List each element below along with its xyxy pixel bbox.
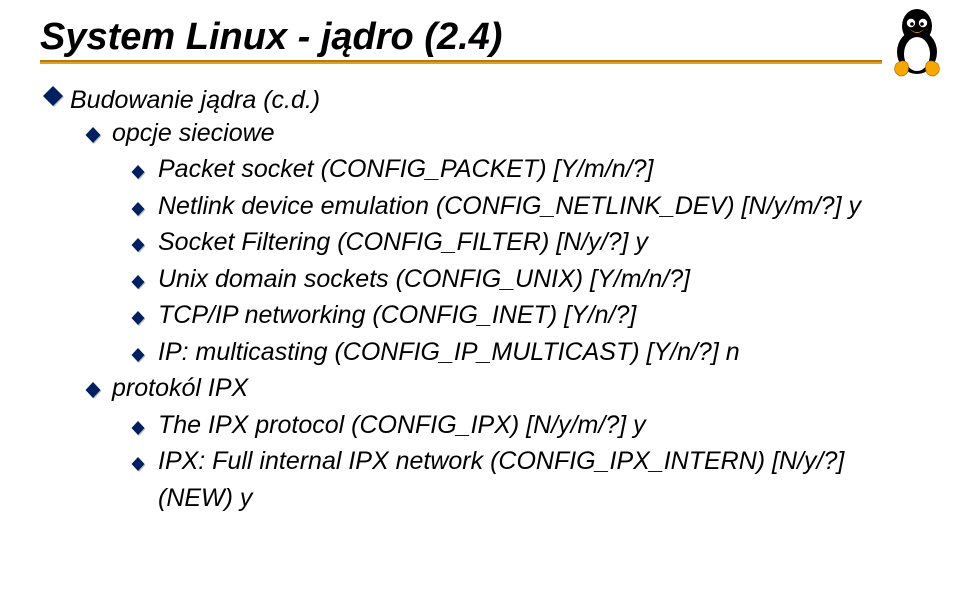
list-item: opcje sieciowe [40, 117, 920, 154]
list-item: Unix domain sockets (CONFIG_UNIX) [Y/m/n… [40, 263, 920, 300]
list-item-label: (NEW) y [158, 482, 920, 515]
diamond-icon [130, 230, 158, 263]
diamond-icon [42, 84, 70, 117]
diamond-icon [130, 413, 158, 446]
list-item-label: opcje sieciowe [112, 117, 920, 150]
list-item-label: IPX: Full internal IPX network (CONFIG_I… [158, 445, 920, 478]
list-item: Packet socket (CONFIG_PACKET) [Y/m/n/?] [40, 153, 920, 190]
list-item: protokól IPX [40, 372, 920, 409]
list-item-label: Budowanie jądra (c.d.) [70, 84, 920, 117]
list-item-label: protokól IPX [112, 372, 920, 405]
diamond-icon [130, 194, 158, 227]
diamond-icon [130, 267, 158, 300]
list-item-label: IP: multicasting (CONFIG_IP_MULTICAST) [… [158, 336, 920, 369]
list-item-label: The IPX protocol (CONFIG_IPX) [N/y/m/?] … [158, 409, 920, 442]
diamond-icon [130, 340, 158, 373]
list-item: The IPX protocol (CONFIG_IPX) [N/y/m/?] … [40, 409, 920, 446]
list-item: Budowanie jądra (c.d.) [40, 84, 920, 117]
list-item: TCP/IP networking (CONFIG_INET) [Y/n/?] [40, 299, 920, 336]
diamond-icon [130, 303, 158, 336]
diamond-icon [84, 376, 112, 409]
list-item-label: Unix domain sockets (CONFIG_UNIX) [Y/m/n… [158, 263, 920, 296]
list-item-label: Netlink device emulation (CONFIG_NETLINK… [158, 190, 920, 223]
list-item: Socket Filtering (CONFIG_FILTER) [N/y/?]… [40, 226, 920, 263]
list-item-continuation: (NEW) y [40, 482, 920, 515]
list-item-label: Packet socket (CONFIG_PACKET) [Y/m/n/?] [158, 153, 920, 186]
diamond-icon [130, 449, 158, 482]
list-item: IP: multicasting (CONFIG_IP_MULTICAST) [… [40, 336, 920, 373]
page-title: System Linux - jądro (2.4) [40, 16, 920, 59]
list-item: Netlink device emulation (CONFIG_NETLINK… [40, 190, 920, 227]
list-item-label: Socket Filtering (CONFIG_FILTER) [N/y/?]… [158, 226, 920, 259]
list-item: IPX: Full internal IPX network (CONFIG_I… [40, 445, 920, 482]
diamond-icon [130, 157, 158, 190]
diamond-icon [84, 121, 112, 154]
list-item-label: TCP/IP networking (CONFIG_INET) [Y/n/?] [158, 299, 920, 332]
tux-logo [886, 6, 948, 78]
slide: System Linux - jądro (2.4) Budowanie jąd… [0, 0, 960, 608]
content: Budowanie jądra (c.d.) opcje sieciowe Pa… [40, 64, 920, 514]
